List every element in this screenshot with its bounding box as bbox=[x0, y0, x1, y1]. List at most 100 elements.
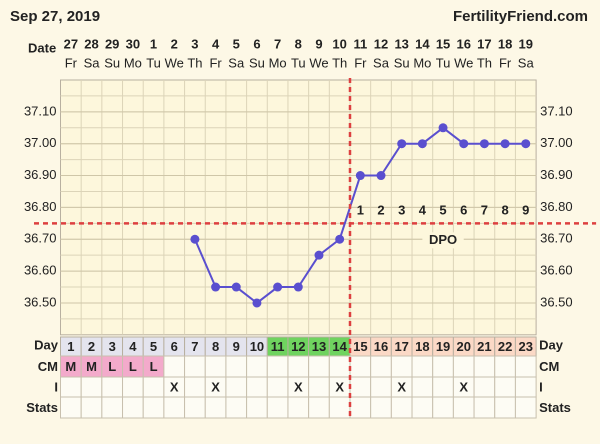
day-number: 11 bbox=[271, 339, 285, 354]
date: 5 bbox=[233, 36, 240, 51]
temperature-point bbox=[355, 171, 365, 181]
y-tick-label-right: 37.00 bbox=[540, 135, 573, 150]
row-cell bbox=[163, 396, 186, 419]
dpo-number: 9 bbox=[522, 202, 529, 217]
y-tick-label: 37.10 bbox=[24, 103, 57, 118]
row-cell bbox=[328, 396, 351, 419]
y-tick-label-right: 36.60 bbox=[540, 263, 573, 278]
y-tick-label-right: 36.50 bbox=[540, 294, 573, 309]
date: 29 bbox=[105, 36, 119, 51]
day-number: 3 bbox=[109, 339, 116, 354]
date-label: Date bbox=[28, 40, 56, 55]
date: 7 bbox=[274, 36, 281, 51]
date: 6 bbox=[253, 36, 260, 51]
row-value: X bbox=[397, 379, 406, 394]
row-cell bbox=[494, 396, 516, 419]
y-tick-label-right: 36.90 bbox=[540, 167, 573, 182]
y-tick-label-right: 36.70 bbox=[540, 231, 573, 246]
weekday: Sa bbox=[84, 55, 101, 70]
row-cell bbox=[411, 355, 434, 378]
day-number: 13 bbox=[312, 339, 326, 354]
weekday: We bbox=[309, 55, 328, 70]
dpo-number: 2 bbox=[377, 202, 384, 217]
temperature-point bbox=[500, 139, 510, 149]
dpo-number: 4 bbox=[419, 202, 427, 217]
y-tick-label: 36.70 bbox=[24, 231, 57, 246]
row-cell bbox=[494, 376, 516, 398]
row-cell bbox=[452, 355, 475, 378]
weekday: Sa bbox=[228, 55, 245, 70]
day-number: 6 bbox=[171, 339, 178, 354]
day-number: 16 bbox=[374, 339, 388, 354]
day-number: 2 bbox=[88, 339, 95, 354]
row-cell bbox=[432, 396, 454, 419]
day-number: 9 bbox=[233, 339, 240, 354]
row-cell bbox=[473, 396, 496, 419]
weekday: Su bbox=[104, 55, 120, 70]
date: 16 bbox=[456, 36, 470, 51]
row-cell bbox=[266, 376, 289, 398]
row-cell bbox=[266, 396, 289, 419]
row-label: CM bbox=[38, 359, 58, 374]
row-cell bbox=[411, 396, 434, 419]
date: 11 bbox=[353, 36, 367, 51]
date: 12 bbox=[374, 36, 388, 51]
weekday: Fr bbox=[65, 55, 78, 70]
row-cell bbox=[473, 355, 496, 378]
row-cell bbox=[514, 376, 537, 398]
row-label-right: CM bbox=[539, 359, 559, 374]
weekday: We bbox=[165, 55, 184, 70]
source: FertilityFriend.com bbox=[453, 8, 588, 25]
row-cell bbox=[246, 376, 268, 398]
temperature-point bbox=[211, 282, 221, 292]
row-value: M bbox=[86, 359, 97, 374]
y-tick-label-right: 37.10 bbox=[540, 103, 573, 118]
temperature-point bbox=[479, 139, 489, 149]
temperature-point bbox=[293, 282, 303, 292]
day-number: 14 bbox=[332, 339, 347, 354]
row-cell bbox=[204, 396, 227, 419]
dpo-label-bg bbox=[422, 232, 464, 249]
row-cell bbox=[80, 396, 103, 419]
row-cell bbox=[370, 355, 392, 378]
weekday: Th bbox=[187, 55, 202, 70]
row-cell bbox=[184, 376, 206, 398]
row-cell bbox=[308, 396, 330, 419]
row-value: X bbox=[335, 379, 344, 394]
date: 19 bbox=[519, 36, 533, 51]
row-cell bbox=[163, 355, 186, 378]
date: 10 bbox=[332, 36, 346, 51]
row-value: L bbox=[150, 359, 158, 374]
dpo-number: 1 bbox=[357, 202, 364, 217]
y-tick-label-right: 36.80 bbox=[540, 199, 573, 214]
row-value: M bbox=[65, 359, 76, 374]
temperature-point bbox=[335, 234, 345, 244]
weekday: Mo bbox=[413, 55, 431, 70]
row-cell bbox=[122, 396, 144, 419]
dpo-number: 6 bbox=[460, 202, 467, 217]
day-number: 20 bbox=[456, 339, 470, 354]
day-label: Day bbox=[34, 337, 59, 352]
row-cell bbox=[142, 376, 165, 398]
row-cell bbox=[246, 355, 268, 378]
dpo-number: 5 bbox=[439, 202, 446, 217]
weekday: Fr bbox=[209, 55, 222, 70]
weekday: Sa bbox=[373, 55, 390, 70]
date: 4 bbox=[212, 36, 220, 51]
temperature-point bbox=[459, 139, 469, 149]
weekday: Fr bbox=[354, 55, 367, 70]
date: 14 bbox=[415, 36, 430, 51]
weekday: Mo bbox=[124, 55, 142, 70]
dpo-number: 8 bbox=[501, 202, 508, 217]
row-cell bbox=[101, 376, 124, 398]
row-cell bbox=[328, 355, 351, 378]
row-cell bbox=[370, 376, 392, 398]
temperature-point bbox=[252, 298, 262, 308]
temperature-point bbox=[314, 250, 324, 260]
day-number: 10 bbox=[250, 339, 264, 354]
row-cell bbox=[370, 396, 392, 419]
temperature-point bbox=[521, 139, 531, 149]
day-number: 22 bbox=[498, 339, 512, 354]
